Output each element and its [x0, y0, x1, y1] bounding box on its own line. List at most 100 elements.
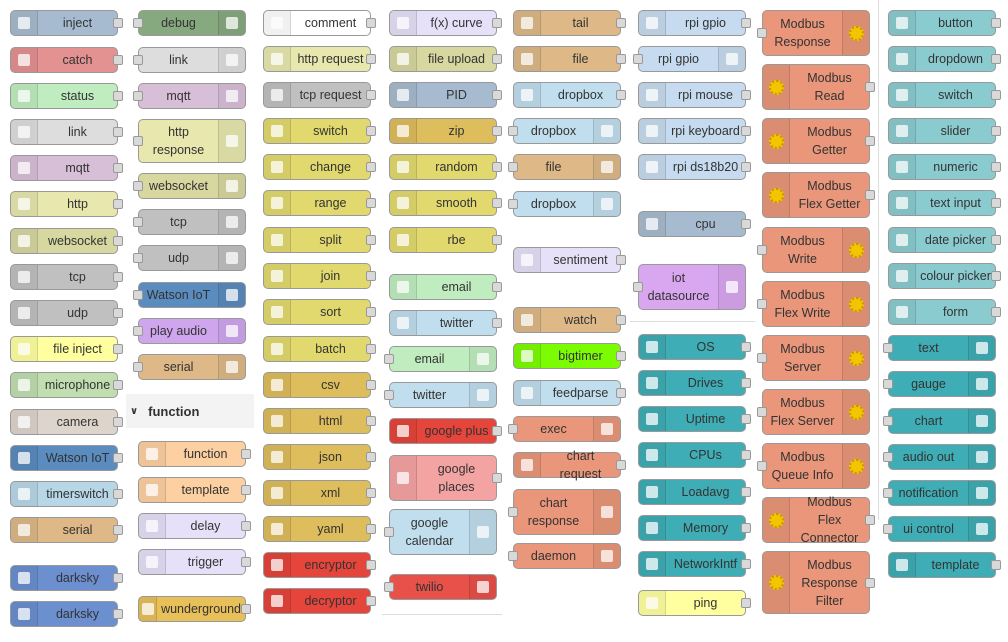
palette-node[interactable]: notification — [883, 480, 996, 506]
palette-node[interactable]: button — [888, 10, 1001, 36]
palette-node[interactable]: udp — [133, 245, 246, 271]
palette-node[interactable]: trigger — [138, 549, 251, 575]
palette-node[interactable]: chart request — [513, 449, 626, 481]
palette-node[interactable]: text — [883, 335, 996, 361]
palette-node[interactable]: date picker — [888, 227, 1001, 253]
palette-node[interactable]: zip — [389, 118, 502, 144]
palette-node[interactable]: google places — [389, 455, 502, 501]
palette-node[interactable]: file inject — [10, 336, 123, 362]
palette-node[interactable]: file — [508, 154, 621, 180]
palette-node[interactable]: timerswitch — [10, 481, 123, 507]
palette-node[interactable]: daemon — [508, 543, 621, 569]
palette-node[interactable]: rpi keyboard — [638, 118, 751, 144]
palette-node[interactable]: rpi gpio — [638, 10, 751, 36]
palette-node[interactable]: split — [263, 227, 376, 253]
palette-node[interactable]: range — [263, 190, 376, 216]
palette-node[interactable]: Modbus Getter — [762, 118, 875, 164]
palette-node[interactable]: inject — [10, 10, 123, 36]
palette-node[interactable]: catch — [10, 47, 123, 73]
palette-node[interactable]: batch — [263, 336, 376, 362]
palette-node[interactable]: http — [10, 191, 123, 217]
palette-node[interactable]: serial — [10, 517, 123, 543]
palette-node[interactable]: feedparse — [513, 380, 626, 406]
palette-node[interactable]: sort — [263, 299, 376, 325]
palette-node[interactable]: twitter — [384, 382, 497, 408]
palette-node[interactable]: NetworkIntf — [638, 551, 751, 577]
palette-node[interactable]: comment — [263, 10, 376, 36]
palette-node[interactable]: Modbus Server — [757, 335, 870, 381]
palette-node[interactable]: tail — [513, 10, 626, 36]
palette-node[interactable]: f(x) curve — [389, 10, 502, 36]
palette-node[interactable]: twilio — [384, 574, 497, 600]
palette-node[interactable]: exec — [508, 416, 621, 442]
palette-node[interactable]: decryptor — [263, 588, 376, 614]
palette-node[interactable]: dropdown — [888, 46, 1001, 72]
palette-node[interactable]: wunderground — [138, 596, 251, 622]
palette-node[interactable]: udp — [10, 300, 123, 326]
palette-node[interactable]: dropbox — [508, 191, 621, 217]
palette-node[interactable]: tcp — [10, 264, 123, 290]
palette-node[interactable]: slider — [888, 118, 1001, 144]
palette-node[interactable]: Loadavg — [638, 479, 751, 505]
palette-node[interactable]: rpi gpio — [633, 46, 746, 72]
palette-node[interactable]: template — [138, 477, 251, 503]
palette-node[interactable]: link — [133, 47, 246, 73]
palette-node[interactable]: play audio — [133, 318, 246, 344]
palette-node[interactable]: random — [389, 154, 502, 180]
palette-node[interactable]: change — [263, 154, 376, 180]
palette-node[interactable]: Modbus Flex Getter — [762, 172, 875, 218]
palette-node[interactable]: Modbus Write — [757, 227, 870, 273]
palette-node[interactable]: Modbus Flex Server — [757, 389, 870, 435]
palette-node[interactable]: text input — [888, 190, 1001, 216]
palette-node[interactable]: iot datasource — [633, 264, 746, 310]
palette-node[interactable]: chart — [883, 408, 996, 434]
category-header[interactable]: ∨ function — [126, 394, 254, 428]
palette-node[interactable]: rpi mouse — [638, 82, 751, 108]
palette-node[interactable]: Modbus Flex Connector — [762, 495, 875, 545]
palette-node[interactable]: PID — [389, 82, 502, 108]
palette-node[interactable]: switch — [888, 82, 1001, 108]
palette-node[interactable]: json — [263, 444, 376, 470]
palette-node[interactable]: gauge — [883, 371, 996, 397]
palette-node[interactable]: Modbus Response Filter — [762, 551, 875, 614]
palette-node[interactable]: status — [10, 83, 123, 109]
palette-node[interactable]: websocket — [10, 228, 123, 254]
palette-node[interactable]: microphone — [10, 372, 123, 398]
palette-node[interactable]: Modbus Flex Write — [757, 281, 870, 327]
palette-node[interactable]: delay — [138, 513, 251, 539]
palette-node[interactable]: Drives — [638, 370, 751, 396]
palette-node[interactable]: mqtt — [133, 83, 246, 109]
palette-node[interactable]: Memory — [638, 515, 751, 541]
palette-node[interactable]: csv — [263, 372, 376, 398]
palette-node[interactable]: OS — [638, 334, 751, 360]
palette-node[interactable]: email — [389, 274, 502, 300]
palette-node[interactable]: numeric — [888, 154, 1001, 180]
palette-node[interactable]: tcp — [133, 209, 246, 235]
palette-node[interactable]: switch — [263, 118, 376, 144]
palette-node[interactable]: xml — [263, 480, 376, 506]
palette-node[interactable]: function — [138, 441, 251, 467]
palette-node[interactable]: http response — [133, 119, 246, 163]
palette-node[interactable]: Modbus Response — [757, 10, 870, 56]
palette-node[interactable]: file — [513, 46, 626, 72]
palette-node[interactable]: rpi ds18b20 — [638, 154, 751, 180]
palette-node[interactable]: file upload — [389, 46, 502, 72]
palette-node[interactable]: Watson IoT — [10, 445, 123, 471]
palette-node[interactable]: darksky — [10, 601, 123, 627]
palette-node[interactable]: Modbus Read — [762, 64, 875, 110]
palette-node[interactable]: bigtimer — [513, 343, 626, 369]
palette-node[interactable]: watch — [513, 307, 626, 333]
palette-node[interactable]: mqtt — [10, 155, 123, 181]
palette-node[interactable]: Modbus Queue Info — [757, 443, 870, 489]
palette-node[interactable]: darksky — [10, 565, 123, 591]
palette-node[interactable]: Watson IoT — [133, 282, 246, 308]
palette-node[interactable]: audio out — [883, 444, 996, 470]
palette-node[interactable]: colour picker — [888, 263, 1001, 289]
palette-node[interactable]: CPUs — [638, 442, 751, 468]
palette-node[interactable]: rbe — [389, 227, 502, 253]
palette-node[interactable]: debug — [133, 10, 246, 36]
palette-node[interactable]: html — [263, 408, 376, 434]
palette-node[interactable]: sentiment — [513, 247, 626, 273]
palette-node[interactable]: tcp request — [263, 82, 376, 108]
palette-node[interactable]: Uptime — [638, 406, 751, 432]
